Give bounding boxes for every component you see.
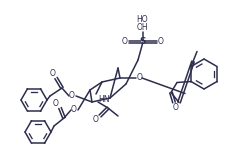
Text: S: S <box>140 38 146 47</box>
Text: OH: OH <box>136 22 148 31</box>
Text: O: O <box>137 74 143 83</box>
Text: O: O <box>158 38 164 47</box>
Text: O: O <box>173 103 179 112</box>
Text: O: O <box>93 116 99 124</box>
Text: O: O <box>50 69 56 78</box>
Text: O: O <box>71 105 77 114</box>
Text: HN: HN <box>98 95 110 104</box>
Text: O: O <box>53 100 59 109</box>
Text: O: O <box>122 38 128 47</box>
Text: O: O <box>69 92 75 100</box>
Text: HO: HO <box>136 16 148 24</box>
